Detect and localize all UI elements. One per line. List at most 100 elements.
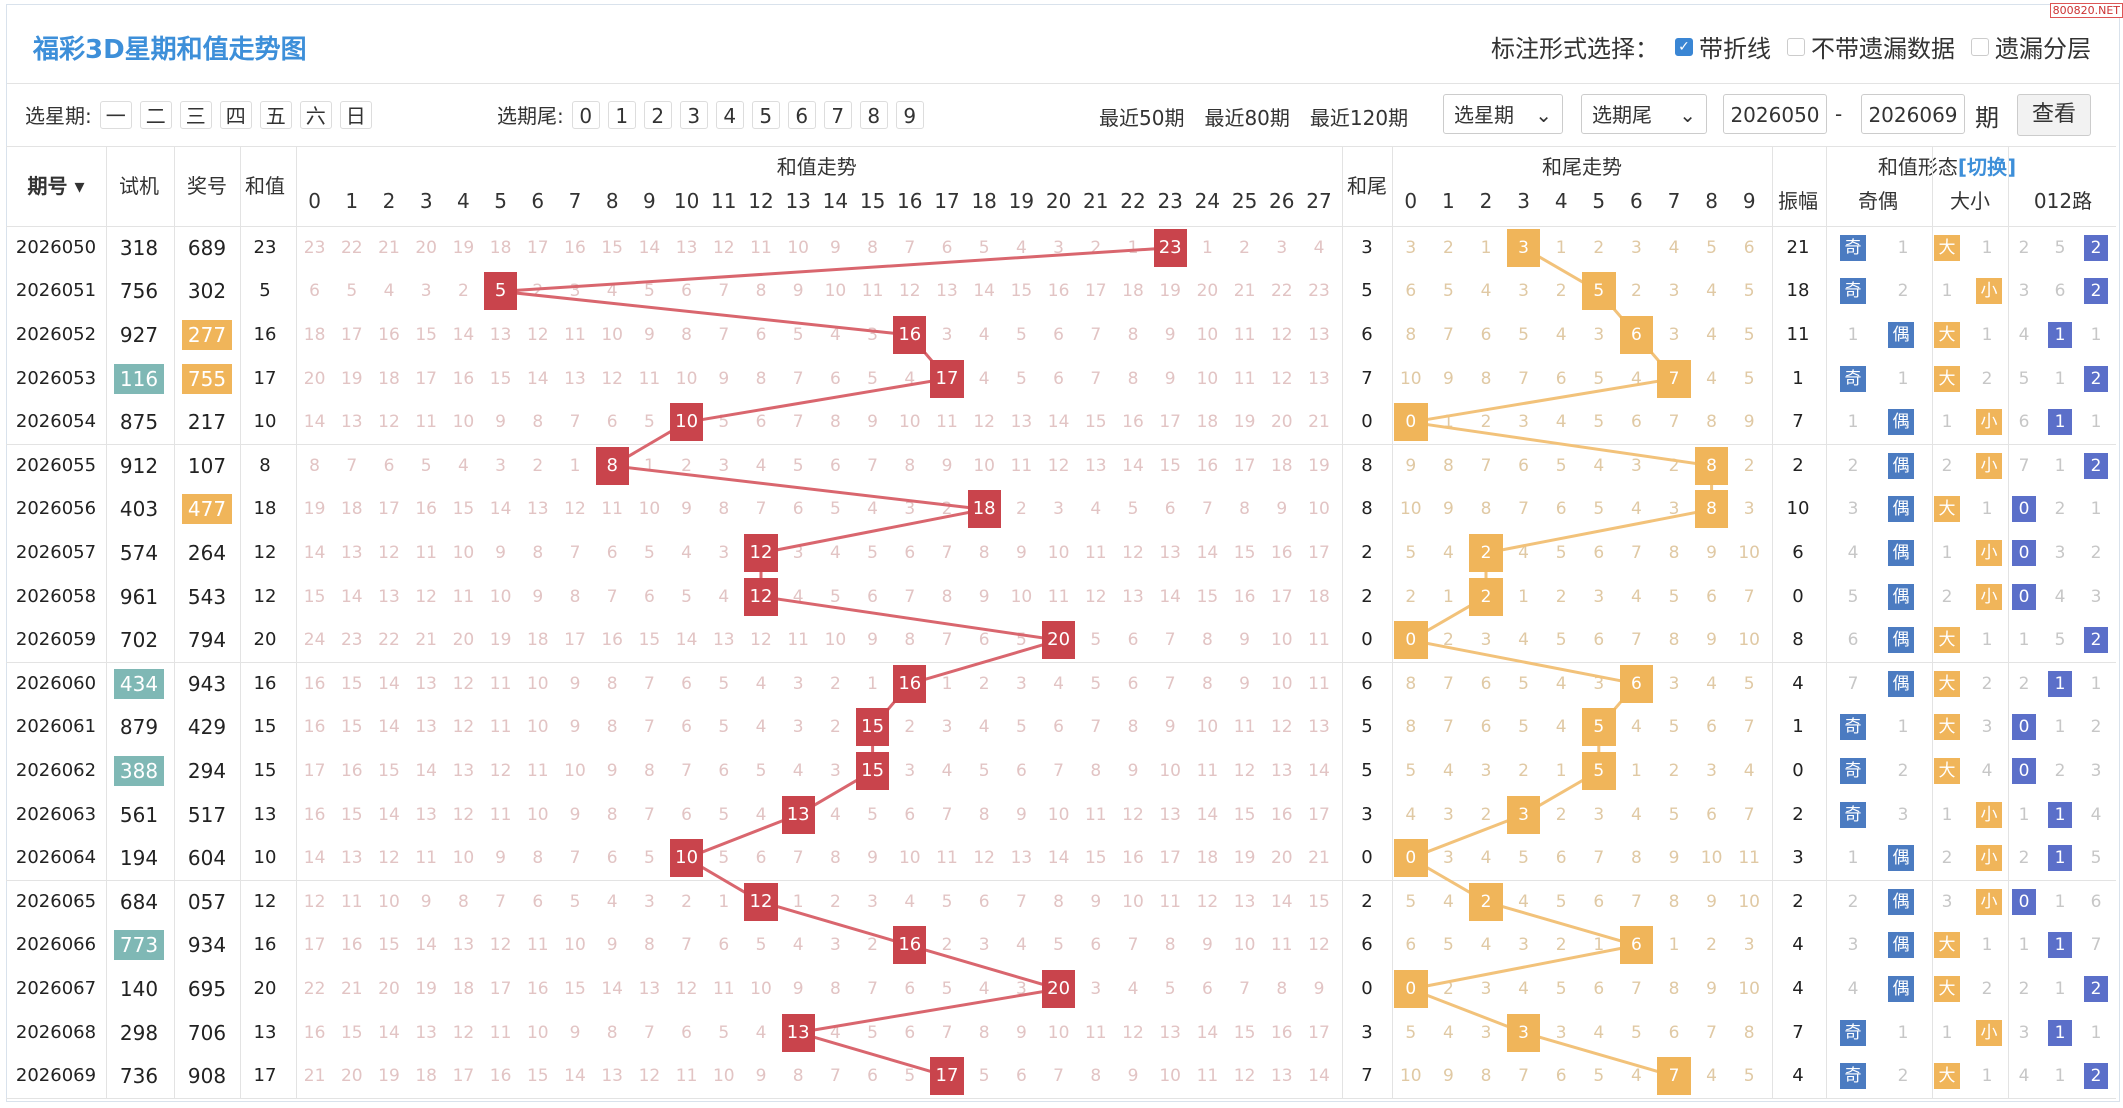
sum-miss-cell: 5	[1053, 935, 1064, 956]
sum-miss-cell: 7	[495, 891, 506, 912]
checkbox-checked-icon[interactable]: ✓	[1675, 37, 1693, 56]
recent-80-link[interactable]: 最近80期	[1204, 106, 1290, 130]
sum-col-label: 3	[419, 189, 433, 213]
sum-miss-cell: 18	[1270, 455, 1293, 476]
tail-button-4[interactable]: 4	[715, 100, 744, 129]
sum-miss-cell: 5	[978, 761, 990, 781]
tail-select[interactable]: 选期尾 ⌄	[1581, 94, 1707, 134]
tail-hit-marker: 5	[1582, 708, 1616, 747]
sum-miss-cell: 11	[489, 717, 512, 738]
road-miss-cell: 1	[2054, 979, 2066, 999]
from-issue-input[interactable]: 2026050	[1723, 94, 1827, 134]
tail-button-6[interactable]: 6	[787, 100, 816, 129]
to-issue-input[interactable]: 2026069	[1861, 94, 1965, 134]
sum-value-cell: 13	[253, 803, 277, 825]
prize-cell: 755	[182, 363, 232, 394]
sum-miss-cell: 17	[1159, 848, 1181, 869]
road-miss-cell: 1	[2090, 412, 2102, 433]
sum-miss-cell: 2	[681, 455, 692, 476]
sum-miss-cell: 6	[904, 804, 916, 825]
sum-miss-cell: 15	[526, 1066, 549, 1087]
tail-miss-cell: 4	[1442, 543, 1454, 563]
sum-miss-cell: 7	[941, 804, 953, 825]
tail-button-9[interactable]: 9	[895, 100, 924, 129]
option-no-missing-data[interactable]: 不带遗漏数据	[1787, 29, 1955, 64]
amplitude-cell: 6	[1792, 542, 1804, 563]
sum-tail-cell: 2	[1361, 542, 1373, 563]
checkbox-icon[interactable]	[1787, 37, 1805, 56]
odd-marker: 奇	[1840, 1063, 1866, 1090]
road-miss-cell: 6	[2018, 412, 2030, 433]
sum-tail-cell: 5	[1361, 280, 1373, 302]
switch-link[interactable]: [切换]	[1957, 155, 2017, 179]
sum-miss-cell: 9	[606, 761, 618, 781]
tail-miss-cell: 6	[1668, 1022, 1680, 1043]
odd-miss-cell: 1	[1847, 325, 1859, 345]
tail-button-7[interactable]: 7	[823, 100, 852, 129]
sum-miss-cell: 6	[1015, 1066, 1027, 1087]
sum-miss-cell: 13	[340, 848, 363, 869]
recent-120-link[interactable]: 最近120期	[1309, 106, 1409, 130]
tail-miss-cell: 4	[1555, 412, 1567, 433]
tail-col-label: 4	[1554, 189, 1568, 213]
road-miss-cell: 3	[2018, 281, 2030, 302]
road-marker: 0	[2012, 714, 2036, 741]
weekday-button-sat[interactable]: 六	[299, 100, 332, 129]
option-with-polyline[interactable]: ✓ 带折线	[1675, 29, 1771, 64]
sum-miss-cell: 6	[1127, 673, 1139, 694]
sum-miss-cell: 15	[1233, 1022, 1256, 1043]
weekday-button-mon[interactable]: 一	[99, 100, 132, 129]
recent-50-link[interactable]: 最近50期	[1099, 106, 1185, 130]
sum-miss-cell: 8	[1127, 717, 1139, 738]
sum-miss-cell: 9	[718, 368, 730, 389]
tail-miss-cell: 8	[1668, 979, 1680, 999]
tail-miss-cell: 2	[1518, 761, 1529, 781]
tail-miss-cell: 7	[1593, 848, 1605, 869]
sum-miss-cell: 12	[303, 891, 326, 912]
tail-button-2[interactable]: 2	[643, 100, 672, 129]
sum-miss-cell: 8	[829, 979, 841, 999]
weekday-button-wed[interactable]: 三	[179, 100, 212, 129]
sum-miss-cell: 12	[415, 586, 437, 607]
weekday-button-tue[interactable]: 二	[139, 100, 172, 129]
weekday-select[interactable]: 选星期 ⌄	[1443, 94, 1563, 134]
sum-miss-cell: 14	[1196, 804, 1219, 825]
sum-value-cell: 20	[253, 978, 277, 999]
title-bar: 福彩3D星期和值走势图 标注形式选择： ✓ 带折线 不带遗漏数据 遗漏分层 800…	[7, 3, 2123, 81]
tail-miss-cell: 4	[1518, 543, 1529, 563]
sum-miss-cell: 18	[303, 325, 326, 345]
sum-miss-cell: 23	[1308, 281, 1330, 302]
sum-miss-cell: 9	[569, 717, 581, 738]
sum-col-label: 5	[494, 189, 507, 213]
road-miss-cell: 2	[2054, 499, 2066, 520]
weekday-button-sun[interactable]: 日	[339, 100, 372, 129]
checkbox-icon[interactable]	[1971, 37, 1989, 56]
sum-col-label: 1	[345, 189, 359, 213]
sum-miss-cell: 14	[1196, 1022, 1219, 1043]
road-miss-cell: 2	[2090, 717, 2102, 738]
tail-button-5[interactable]: 5	[751, 100, 780, 129]
weekday-button-fri[interactable]: 五	[259, 100, 292, 129]
query-button[interactable]: 查看	[2017, 94, 2091, 136]
weekday-button-thu[interactable]: 四	[219, 100, 252, 129]
sum-miss-cell: 15	[1159, 455, 1181, 476]
page-title: 福彩3D星期和值走势图	[33, 35, 307, 65]
tail-button-3[interactable]: 3	[679, 100, 708, 129]
tail-miss-cell: 9	[1668, 848, 1680, 869]
tail-miss-cell: 6	[1555, 848, 1567, 869]
sum-value-cell: 12	[253, 890, 277, 912]
sum-miss-cell: 20	[1196, 281, 1219, 302]
option-missing-layer[interactable]: 遗漏分层	[1971, 29, 2091, 64]
sum-miss-cell: 10	[1196, 368, 1219, 389]
sum-miss-cell: 3	[420, 281, 432, 302]
tail-button-8[interactable]: 8	[859, 100, 888, 129]
tail-miss-cell: 4	[1706, 368, 1717, 389]
tail-miss-cell: 5	[1743, 368, 1755, 389]
column-divider	[174, 146, 175, 1098]
sum-value-cell: 13	[253, 1021, 277, 1043]
tail-button-0[interactable]: 0	[571, 100, 600, 129]
tail-miss-cell: 3	[1518, 281, 1529, 302]
tail-button-1[interactable]: 1	[607, 100, 636, 129]
issue-column-header[interactable]: 期号 ▾	[27, 174, 85, 198]
sum-miss-cell: 5	[867, 368, 878, 389]
